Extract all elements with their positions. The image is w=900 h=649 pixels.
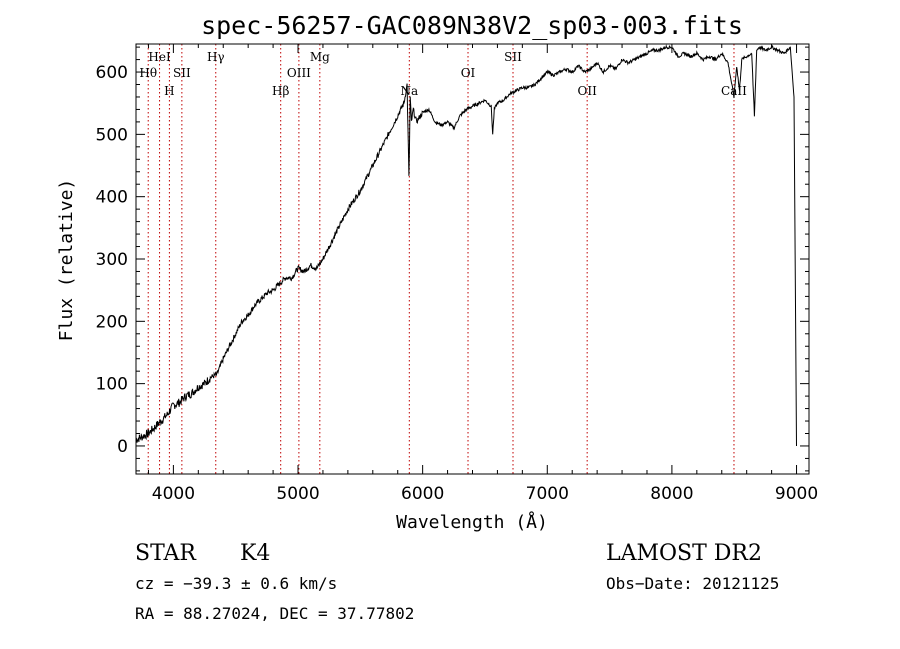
spectral-line-label: Mg [310, 50, 330, 64]
observation-date: Obs−Date: 20121125 [606, 574, 779, 593]
spectral-line-label: Hβ [272, 84, 289, 98]
y-tick-label: 500 [96, 125, 128, 145]
x-tick-label: 6000 [401, 484, 444, 504]
y-tick-label: 100 [96, 375, 128, 395]
x-tick-label: 4000 [152, 484, 195, 504]
spectral-line-label: SII [173, 66, 191, 80]
x-axis-ticks: 4000 5000 6000 7000 8000 9000 [147, 44, 818, 504]
spectral-line-label: Hθ [139, 66, 157, 80]
x-tick-label: 5000 [276, 484, 319, 504]
y-tick-label: 400 [96, 188, 128, 208]
y-axis-ticks: 0 100 200 300 400 500 600 [96, 46, 809, 472]
spectral-line-markers [147, 44, 735, 474]
spectral-line-label: OI [461, 66, 476, 80]
chart-title: spec-56257-GAC089N38V2_sp03-003.fits [201, 11, 743, 40]
object-subclass: K4 [240, 541, 270, 566]
object-class: STAR [135, 541, 197, 566]
y-tick-label: 300 [96, 250, 128, 270]
spectral-line-label: HeI [148, 50, 171, 64]
x-axis-label: Wavelength (Å) [396, 511, 548, 533]
x-tick-label: 9000 [775, 484, 818, 504]
spectral-line-label: SII [504, 50, 522, 64]
x-tick-label: 8000 [650, 484, 693, 504]
survey-name: LAMOST DR2 [606, 541, 762, 566]
y-tick-label: 600 [96, 63, 128, 83]
spectrum-line [135, 44, 797, 447]
spectral-line-label: Hγ [207, 50, 225, 64]
spectral-line-label: H [164, 84, 174, 98]
ra-dec: RA = 88.27024, DEC = 37.77802 [135, 604, 414, 623]
spectral-line-label: OIII [287, 66, 311, 80]
y-axis-label: Flux (relative) [56, 179, 77, 342]
x-tick-label: 7000 [526, 484, 569, 504]
redshift-cz: cz = −39.3 ± 0.6 km/s [135, 574, 337, 593]
spectral-line-label: Na [400, 84, 418, 98]
plot-frame [135, 43, 810, 475]
spectral-line-label: OII [577, 84, 597, 98]
y-tick-label: 200 [96, 312, 128, 332]
y-tick-label: 0 [117, 437, 128, 457]
